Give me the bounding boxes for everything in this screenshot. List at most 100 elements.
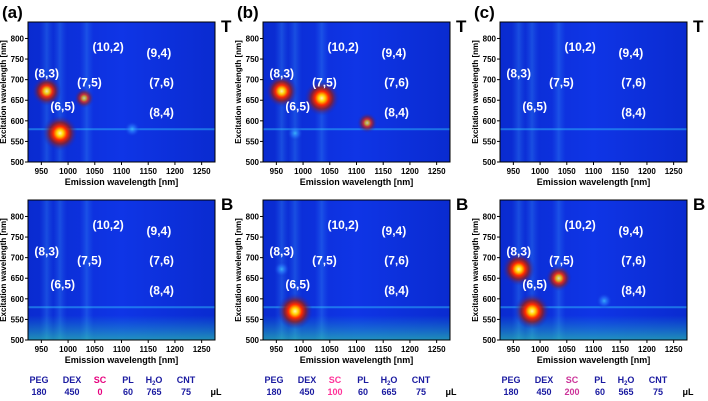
comp-value-cnt: 75 <box>653 387 663 397</box>
chirality-label: (6,5) <box>50 100 75 114</box>
x-axis-label: Emission wavelength [nm] <box>65 177 179 187</box>
chirality-label: (9,4) <box>147 224 172 238</box>
x-tick-label: 1100 <box>113 167 131 176</box>
panel-label-b: (b) <box>237 3 259 22</box>
x-tick-label: 950 <box>35 167 49 176</box>
pl-peak-weak <box>287 125 304 142</box>
comp-value-h2o: 565 <box>618 387 633 397</box>
chirality-label: (9,4) <box>619 46 644 60</box>
y-tick-label: 600 <box>246 295 260 304</box>
y-tick-label: 700 <box>11 254 25 263</box>
comp-header-pl: PL <box>594 375 606 385</box>
x-tick-label: 1250 <box>428 345 446 354</box>
comp-header-pl: PL <box>122 375 134 385</box>
chirality-label: (8,4) <box>621 106 646 120</box>
comp-value-sc: 200 <box>564 387 579 397</box>
x-tick-label: 950 <box>35 345 49 354</box>
x-tick-label: 1250 <box>665 345 683 354</box>
y-tick-label: 500 <box>483 336 497 345</box>
emission-streak <box>53 200 68 340</box>
emission-streak <box>511 22 526 162</box>
comp-value-peg: 180 <box>31 387 46 397</box>
comp-header-pl: PL <box>357 375 369 385</box>
emission-streak <box>314 200 329 340</box>
scatter-line <box>500 128 687 131</box>
y-tick-label: 650 <box>246 96 260 105</box>
y-axis-label: Excitation wavelength [nm] <box>471 218 480 322</box>
y-tick-label: 700 <box>246 254 260 263</box>
heatmap-b-top: (10,2) (9,4) (8,3) (7,5) (7,6) (6,5) (8,4) 500 5… <box>234 17 467 187</box>
comp-header-peg: PEG <box>264 375 283 385</box>
x-tick-label: 1200 <box>638 345 656 354</box>
chirality-label: (8,3) <box>34 245 59 259</box>
x-tick-label: 1000 <box>294 167 312 176</box>
comp-header-cnt: CNT <box>412 375 431 385</box>
x-tick-label: 1150 <box>375 167 393 176</box>
comp-value-peg: 180 <box>503 387 518 397</box>
x-tick-label: 1200 <box>401 167 419 176</box>
y-tick-label: 650 <box>11 274 25 283</box>
y-tick-label: 650 <box>246 274 260 283</box>
chirality-label: (7,5) <box>549 76 574 90</box>
comp-value-sc: 100 <box>327 387 342 397</box>
chirality-label: (9,4) <box>147 46 172 60</box>
panel-label-c: (c) <box>474 3 495 22</box>
pl-peak <box>501 252 536 286</box>
y-tick-label: 700 <box>483 254 497 263</box>
chirality-label: (10,2) <box>92 218 123 232</box>
x-tick-label: 1050 <box>558 167 576 176</box>
pl-peak <box>277 293 314 330</box>
heatmap-c-bottom: (10,2) (9,4) (8,3) (7,5) (7,6) (6,5) (8,4) 500 5… <box>471 195 705 365</box>
chirality-label: (8,4) <box>621 284 646 298</box>
comp-header-dex: DEX <box>63 375 82 385</box>
chirality-label: (6,5) <box>285 100 310 114</box>
comp-value-pl: 60 <box>358 387 368 397</box>
y-tick-label: 800 <box>246 34 260 43</box>
y-tick-label: 750 <box>11 55 25 64</box>
heatmap-c-top: (10,2) (9,4) (8,3) (7,5) (7,6) (6,5) (8,4) 500 5… <box>471 17 704 187</box>
x-tick-label: 1000 <box>531 345 549 354</box>
chirality-label: (7,5) <box>312 76 337 90</box>
chirality-label: (7,6) <box>384 76 409 90</box>
chirality-label: (8,4) <box>384 284 409 298</box>
x-tick-label: 1100 <box>348 345 366 354</box>
comp-unit: μL <box>445 387 457 397</box>
pl-peak <box>545 265 572 292</box>
chirality-label: (8,3) <box>269 245 294 259</box>
x-tick-label: 1200 <box>401 345 419 354</box>
pl-peak <box>265 74 298 108</box>
pl-peak <box>303 80 340 117</box>
y-tick-label: 500 <box>246 336 260 345</box>
heatmap-b-bottom: (10,2) (9,4) (8,3) (7,5) (7,6) (6,5) (8,4) 500 5… <box>234 195 468 365</box>
x-axis-label: Emission wavelength [nm] <box>300 177 414 187</box>
y-tick-label: 800 <box>246 212 260 221</box>
heatmap-a-top: (10,2) (9,4) (8,3) (7,5) (7,6) (6,5) (8,4) 500 5… <box>0 17 232 187</box>
chirality-label: (7,6) <box>149 254 174 268</box>
row-tag-B: B <box>456 195 468 214</box>
x-tick-label: 950 <box>507 345 521 354</box>
comp-value-pl: 60 <box>123 387 133 397</box>
x-tick-label: 1000 <box>294 345 312 354</box>
chirality-label: (6,5) <box>285 278 310 292</box>
x-tick-label: 1200 <box>166 345 184 354</box>
emission-streak <box>551 22 566 162</box>
y-tick-label: 650 <box>483 96 497 105</box>
y-tick-label: 600 <box>246 117 260 126</box>
pl-peak <box>42 115 79 152</box>
x-axis-label: Emission wavelength [nm] <box>65 355 179 365</box>
x-tick-label: 950 <box>507 167 521 176</box>
y-tick-label: 750 <box>11 233 25 242</box>
x-tick-label: 1000 <box>59 345 77 354</box>
y-tick-label: 800 <box>11 212 25 221</box>
comp-header-h2o: H2O <box>618 375 635 387</box>
x-tick-label: 1050 <box>86 345 104 354</box>
pl-peak-weak <box>124 121 141 138</box>
x-tick-label: 1150 <box>140 167 158 176</box>
chirality-label: (10,2) <box>327 40 358 54</box>
comp-unit: μL <box>210 387 222 397</box>
chirality-label: (9,4) <box>619 224 644 238</box>
comp-value-dex: 450 <box>64 387 79 397</box>
chirality-label: (6,5) <box>522 100 547 114</box>
x-tick-label: 1250 <box>665 167 683 176</box>
